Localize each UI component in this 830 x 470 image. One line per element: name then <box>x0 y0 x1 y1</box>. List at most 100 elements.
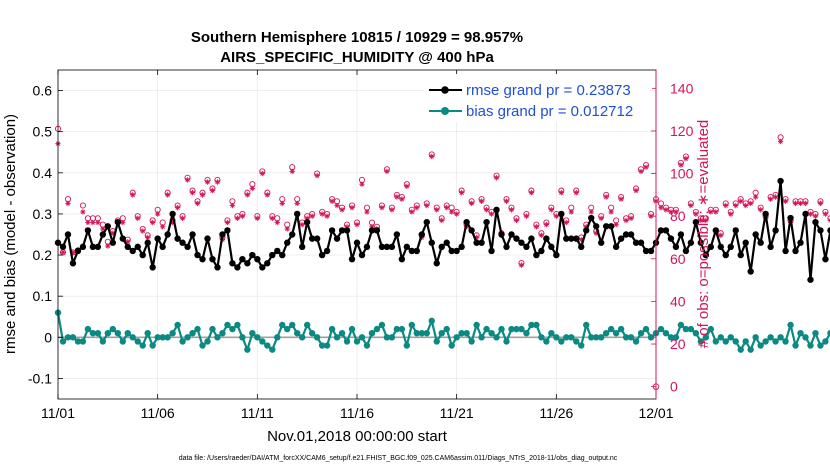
obs-evaluated-marker <box>583 224 589 230</box>
rmse-point <box>323 247 331 255</box>
obs-evaluated-marker <box>698 217 704 224</box>
rmse-point <box>757 239 764 246</box>
rmse-point <box>84 227 92 234</box>
rmse-point <box>313 235 321 242</box>
y-tick-label: 0.4 <box>33 165 53 181</box>
obs-evaluated-marker <box>154 211 161 217</box>
bias-point <box>632 338 640 345</box>
obs-evaluated-marker <box>678 162 684 168</box>
rmse-point <box>772 227 779 234</box>
obs-evaluated-marker <box>802 200 809 207</box>
obs-evaluated-marker <box>792 200 799 207</box>
bias-point <box>787 321 794 329</box>
legend-bias-marker <box>441 107 449 115</box>
rmse-point <box>403 243 411 251</box>
obs-evaluated-marker <box>135 215 141 222</box>
rmse-point <box>89 243 97 251</box>
rmse-point <box>707 243 715 251</box>
obs-evaluated-marker <box>733 202 739 209</box>
bias-point <box>558 338 565 345</box>
x-tick-label: 11/16 <box>340 405 374 421</box>
rmse-point <box>189 231 196 238</box>
y2-tick-label: 100 <box>670 166 694 182</box>
rmse-point <box>234 264 241 271</box>
bias-point <box>792 342 799 349</box>
rmse-point <box>533 251 540 259</box>
rmse-point <box>413 247 420 255</box>
y2-tick-label: 60 <box>670 251 686 267</box>
obs-evaluated-marker <box>598 215 604 222</box>
bias-point <box>727 334 734 341</box>
bias-point <box>199 342 206 349</box>
obs-evaluated-marker <box>508 207 515 213</box>
bias-point <box>827 330 830 337</box>
obs-evaluated-marker <box>493 175 500 181</box>
bias-point <box>612 330 620 337</box>
rmse-point <box>443 239 450 246</box>
obs-evaluated-marker <box>538 232 545 239</box>
rmse-point <box>239 255 246 263</box>
legend-rmse-label: rmse grand pr = 0.23873 <box>466 82 631 99</box>
obs-evaluated-marker <box>713 209 719 215</box>
rmse-point <box>363 243 371 251</box>
rmse-point <box>169 210 176 218</box>
obs-evaluated-marker <box>448 209 455 215</box>
rmse-point <box>508 231 515 238</box>
obs-evaluated-marker <box>329 198 335 204</box>
rmse-point <box>782 247 789 255</box>
bias-point <box>338 330 346 337</box>
bias-point <box>79 338 87 345</box>
obs-evaluated-marker <box>299 221 305 228</box>
obs-evaluated-marker <box>473 234 480 241</box>
bias-point <box>308 330 316 337</box>
bias-point <box>553 334 560 341</box>
y-tick-label: 0.5 <box>33 124 53 140</box>
bias-point <box>782 338 789 345</box>
bias-point <box>752 334 759 341</box>
bias-point <box>448 342 455 349</box>
bias-point <box>333 334 341 341</box>
obs-evaluated-marker <box>693 211 699 217</box>
bias-point <box>119 338 126 345</box>
bias-point <box>89 330 97 337</box>
obs-evaluated-marker <box>458 190 465 196</box>
obs-evaluated-marker <box>688 202 694 209</box>
bias-point <box>647 334 655 341</box>
rmse-point <box>593 223 600 230</box>
bias-point <box>343 338 351 345</box>
rmse-point <box>762 210 769 218</box>
rmse-point <box>727 243 734 251</box>
bias-point <box>244 346 251 353</box>
obs-evaluated-marker <box>558 190 565 196</box>
obs-evaluated-marker <box>728 211 734 217</box>
rmse-point <box>433 260 440 267</box>
bias-point <box>64 334 72 341</box>
bias-series <box>54 309 830 353</box>
bias-point <box>254 334 261 341</box>
rmse-series <box>54 177 830 283</box>
bias-point <box>563 334 570 341</box>
obs-evaluated-marker <box>608 209 614 215</box>
rmse-point <box>827 227 830 234</box>
bias-point <box>508 325 515 333</box>
obs-evaluated-marker <box>663 207 669 213</box>
rmse-point <box>184 243 191 251</box>
bias-point <box>393 325 401 333</box>
bias-point <box>323 342 331 349</box>
obs-evaluated-marker <box>224 219 231 226</box>
obs-evaluated-marker <box>80 209 86 215</box>
bias-point <box>134 338 141 345</box>
bias-point <box>817 342 824 349</box>
rmse-point <box>154 235 161 242</box>
obs-evaluated-marker <box>414 204 420 211</box>
obs-evaluated-marker <box>369 224 375 230</box>
bias-point <box>363 342 371 349</box>
y2-tick-label: 140 <box>670 80 694 96</box>
bias-point <box>602 330 610 337</box>
rmse-point <box>358 251 366 259</box>
rmse-point <box>64 231 72 238</box>
rmse-point <box>448 247 455 255</box>
bias-point <box>59 338 67 345</box>
obs-evaluated-marker <box>439 217 445 224</box>
